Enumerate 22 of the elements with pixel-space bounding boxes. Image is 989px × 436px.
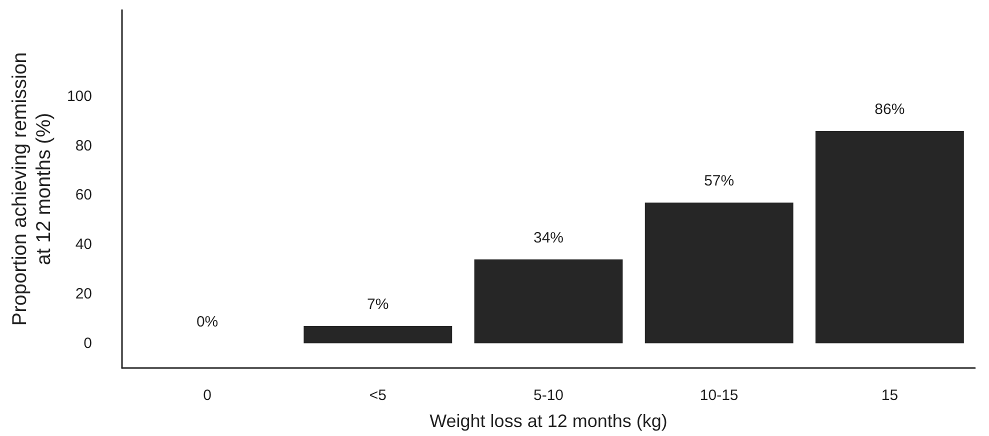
y-tick-label: 20 xyxy=(75,285,92,302)
x-axis-title: Weight loss at 12 months (kg) xyxy=(430,411,668,431)
x-tick-label: 5-10 xyxy=(533,387,564,404)
data-label: 86% xyxy=(874,100,905,118)
y-tick-label: 0 xyxy=(84,334,92,352)
x-tick-label: 10-15 xyxy=(700,387,738,404)
bar xyxy=(815,130,964,344)
bar xyxy=(474,259,623,344)
y-tick-label: 60 xyxy=(75,186,92,204)
data-label: 34% xyxy=(533,229,564,246)
data-label: 7% xyxy=(367,296,389,314)
x-tick-label: 0 xyxy=(203,387,212,404)
data-label: 0% xyxy=(196,313,218,330)
bar xyxy=(644,202,794,344)
bar xyxy=(304,326,452,344)
y-tick-label: 80 xyxy=(75,137,92,154)
x-tick-label: <5 xyxy=(369,387,386,404)
x-tick-label: 15 xyxy=(881,387,898,404)
data-label: 57% xyxy=(704,172,734,190)
y-axis-title: Proportion achieving remission at 12 months (%) xyxy=(9,52,56,326)
y-tick-label: 40 xyxy=(75,236,92,254)
y-tick-label: 100 xyxy=(66,88,92,105)
